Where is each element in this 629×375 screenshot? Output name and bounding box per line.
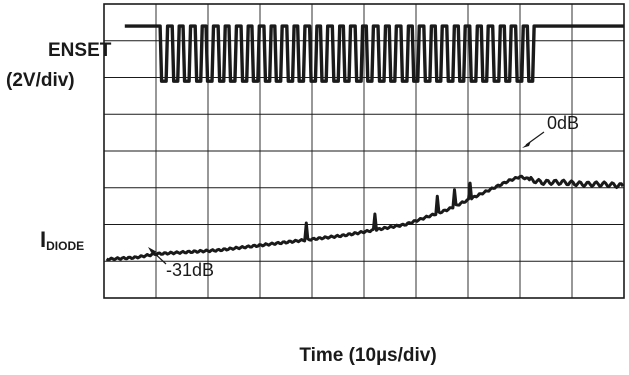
annotations: 0dB -31dB (148, 113, 579, 280)
scope-grid (104, 4, 624, 298)
annotation-0db: 0dB (547, 113, 579, 133)
idiode-label-subscript: DIODE (46, 239, 84, 253)
enset-label: ENSET (48, 40, 112, 61)
idiode-label: IDIODE (40, 227, 84, 253)
annotation-minus31db-arrowhead (148, 247, 157, 254)
enset-trace (124, 24, 624, 83)
x-axis-label: Time (10µs/div) (299, 345, 436, 366)
idiode-label-main: I (40, 227, 46, 252)
idiode-trace (105, 174, 625, 262)
enset-scale-label: (2V/div) (6, 70, 75, 91)
scope-frame (103, 3, 625, 299)
annotation-minus31db: -31dB (166, 260, 214, 280)
annotation-0db-arrowhead (522, 141, 531, 148)
